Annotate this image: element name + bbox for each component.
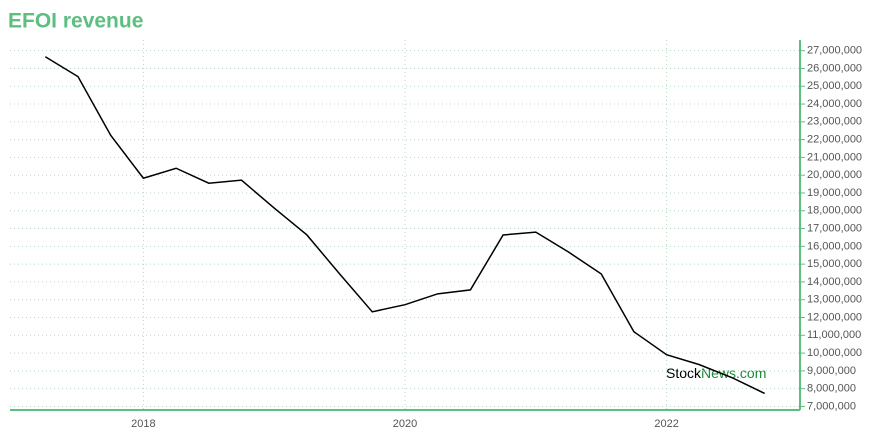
y-tick-label: 8,000,000: [807, 383, 856, 395]
x-tick-label: 2020: [393, 418, 417, 430]
y-tick-label: 11,000,000: [807, 329, 861, 341]
x-tick-label: 2022: [654, 418, 678, 430]
watermark-prefix: Stock: [666, 365, 702, 381]
y-tick-label: 17,000,000: [807, 222, 862, 234]
y-tick-label: 21,000,000: [807, 151, 862, 163]
y-tick-label: 23,000,000: [807, 116, 862, 128]
watermark: StockNews.com: [666, 365, 766, 381]
line: [44, 56, 766, 395]
y-tick-label: 7,000,000: [807, 400, 856, 412]
y-tick-label: 15,000,000: [807, 258, 862, 270]
y-tick-label: 22,000,000: [807, 134, 862, 146]
chart-title: EFOI revenue: [8, 10, 143, 33]
y-tick-label: 25,000,000: [807, 80, 862, 92]
y-tick-label: 10,000,000: [807, 347, 862, 359]
y-tick-label: 13,000,000: [807, 294, 862, 306]
x-tick-label: 2018: [131, 418, 155, 430]
y-tick-label: 16,000,000: [807, 240, 862, 252]
watermark-suffix: News.com: [701, 365, 766, 381]
y-tick-label: 20,000,000: [807, 169, 862, 181]
y-tick-label: 26,000,000: [807, 62, 862, 74]
y-tick-label: 24,000,000: [807, 98, 862, 110]
y-tick-label: 12,000,000: [807, 311, 862, 323]
y-tick-label: 18,000,000: [807, 205, 862, 217]
y-tick-label: 9,000,000: [807, 365, 856, 377]
y-tick-label: 27,000,000: [807, 45, 862, 57]
y-tick-label: 19,000,000: [807, 187, 862, 199]
y-tick-label: 14,000,000: [807, 276, 862, 288]
